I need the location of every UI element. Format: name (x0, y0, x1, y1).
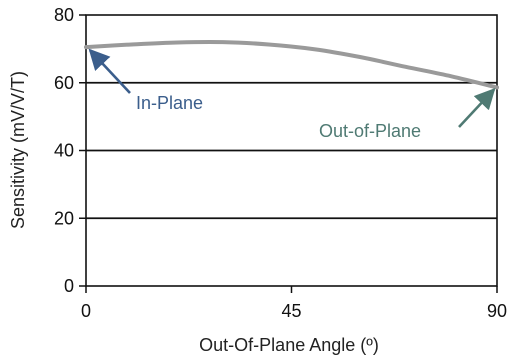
y-axis-title: Sensitivity (mV/V/T) (8, 71, 28, 229)
grid-lines (86, 81, 497, 220)
data-series (84, 39, 499, 90)
annotation-in-plane-label: In-Plane (136, 93, 203, 113)
y-tick-label: 80 (54, 5, 74, 25)
annotation-out-of-plane-label: Out-of-Plane (319, 121, 421, 141)
y-tick-label: 40 (54, 141, 74, 161)
y-tick-label: 60 (54, 73, 74, 93)
x-axis-title: Out-Of-Plane Angle (º) (199, 335, 379, 355)
x-tick-label: 90 (487, 301, 507, 321)
y-tick-label: 0 (64, 276, 74, 296)
annotation-in-plane-arrow (88, 48, 131, 94)
annotations: In-Plane Out-of-Plane (88, 48, 496, 141)
y-tick-label: 20 (54, 208, 74, 228)
annotation-out-of-plane-arrow (458, 87, 496, 128)
x-tick-label: 0 (81, 301, 91, 321)
x-tick-label: 45 (281, 301, 301, 321)
sensitivity-series-line (84, 39, 499, 90)
axes: 0 20 40 60 80 0 45 90 (54, 5, 507, 321)
